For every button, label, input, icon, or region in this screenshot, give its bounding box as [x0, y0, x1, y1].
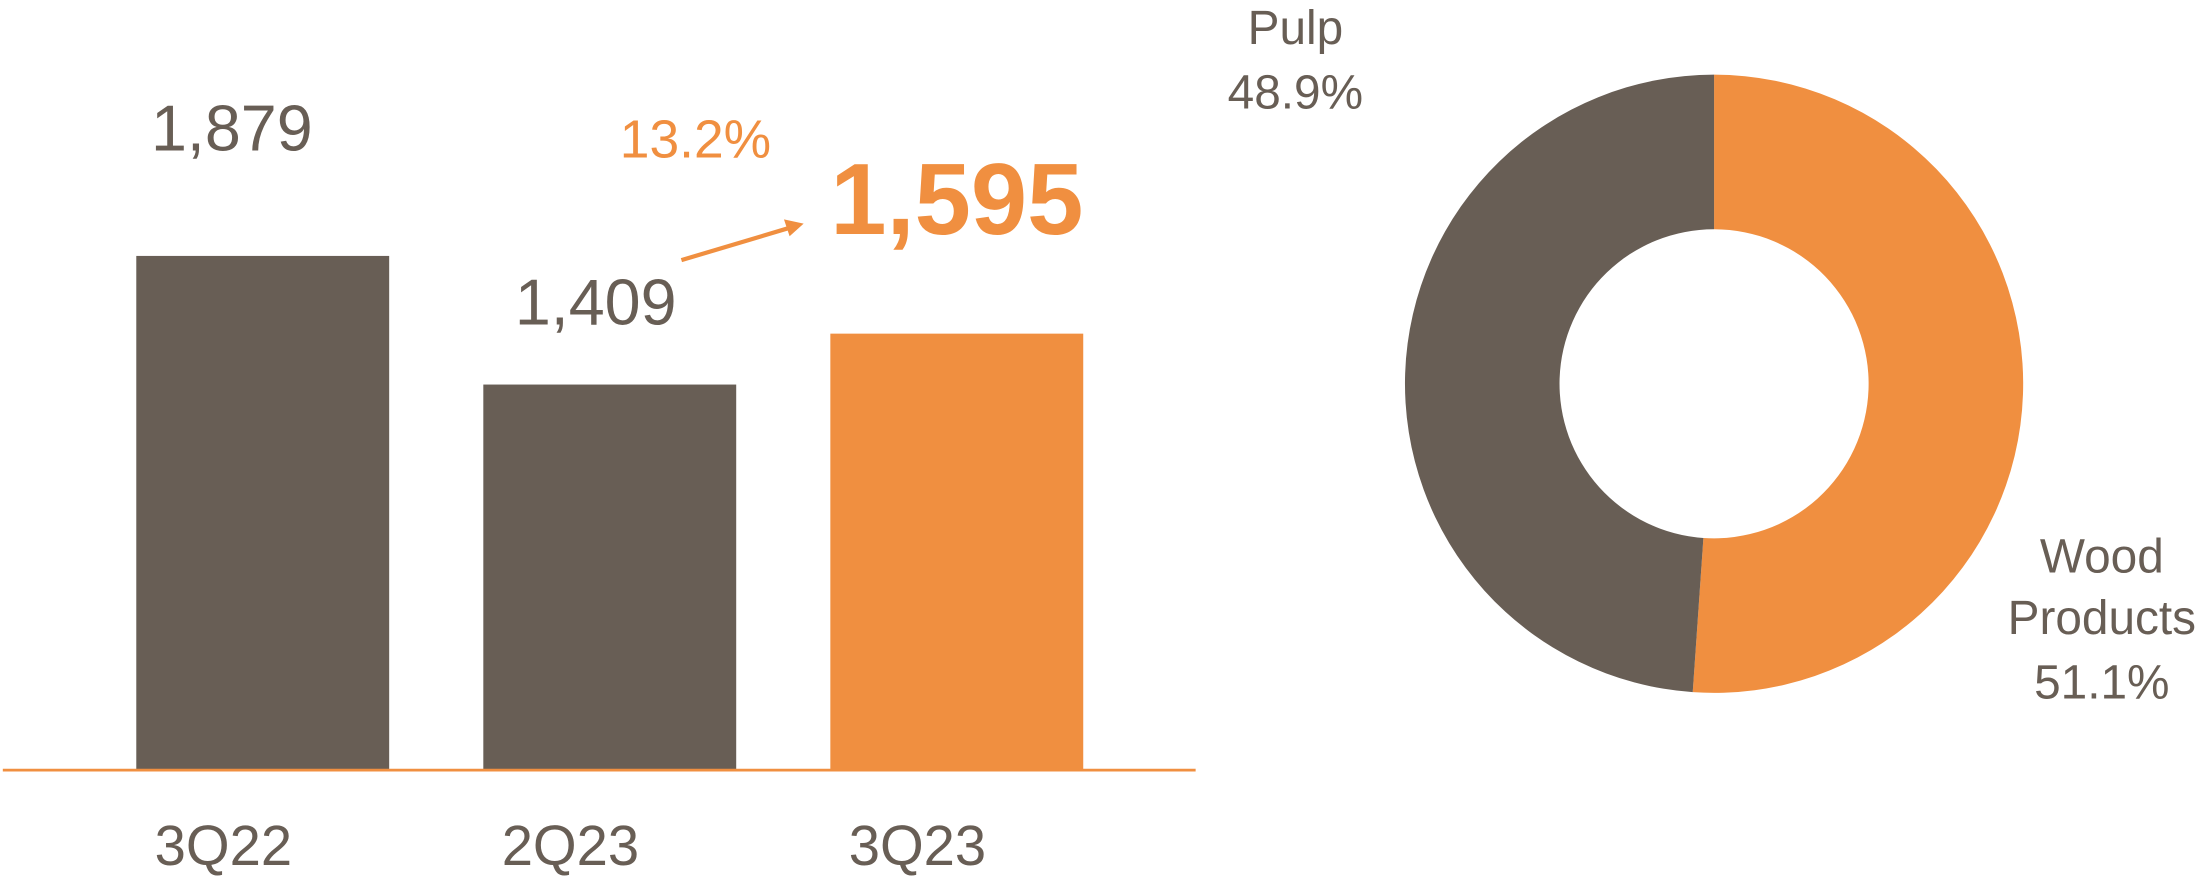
- arrow-head: [783, 219, 804, 237]
- bar: [136, 255, 390, 771]
- bar: [830, 333, 1084, 771]
- slice-label: Pulp: [1248, 2, 1344, 55]
- value-label: 1,595: [830, 143, 1083, 256]
- x-tick-label: 3Q22: [155, 814, 292, 877]
- value-label: 1,409: [515, 266, 677, 338]
- donut-slice: [1404, 74, 1715, 693]
- value-label: 1,879: [151, 93, 313, 165]
- slice-label: Wood Products: [2008, 530, 2196, 645]
- x-tick-label: 2Q23: [502, 814, 639, 877]
- x-tick-label: 3Q23: [849, 814, 986, 877]
- bar: [483, 384, 737, 771]
- slice-value-label: 48.9%: [1228, 66, 1363, 119]
- arrow: [680, 225, 791, 263]
- annotation: 13.2%: [620, 111, 771, 170]
- donut-slice: [1692, 74, 2024, 693]
- slice-value-label: 51.1%: [2034, 656, 2169, 709]
